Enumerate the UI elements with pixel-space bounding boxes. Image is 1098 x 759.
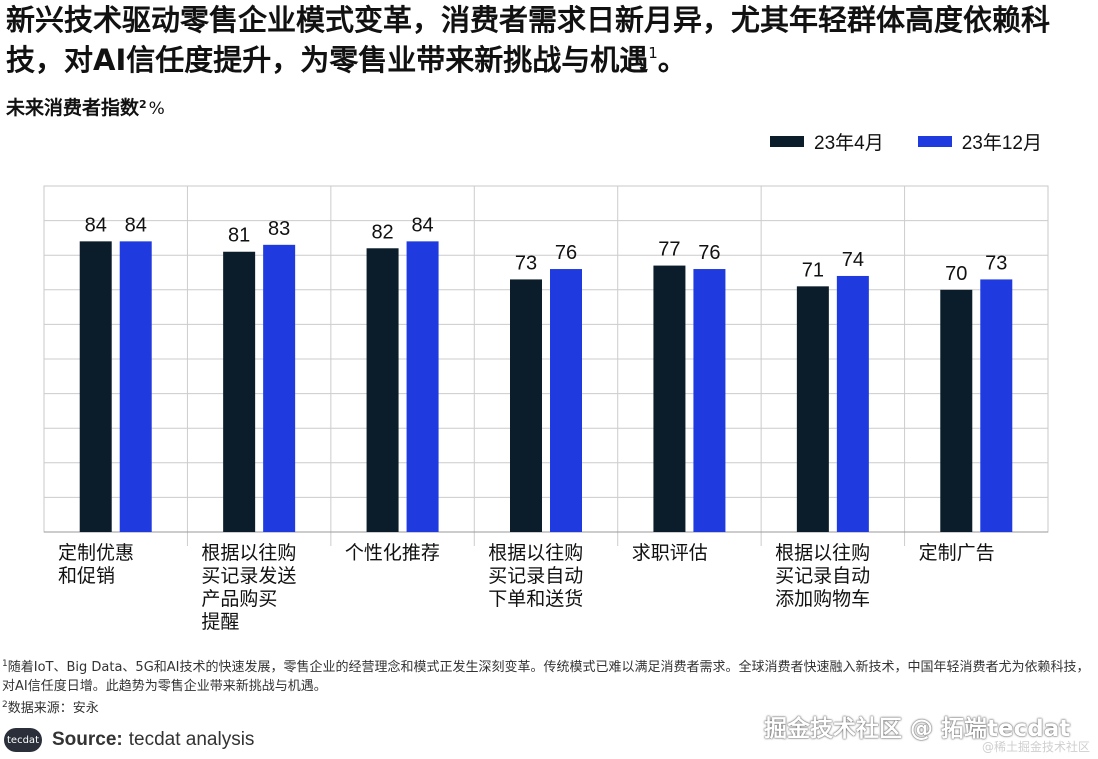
category-label: 提醒 xyxy=(201,611,239,633)
legend-label-dec: 23年12月 xyxy=(961,133,1042,154)
data-label: 84 xyxy=(411,214,433,236)
source-value: tecdat analysis xyxy=(128,729,255,750)
data-label: 81 xyxy=(228,225,250,247)
headline-footnote-ref: 1 xyxy=(648,44,658,62)
source-line: tecdat Source: tecdat analysis xyxy=(4,728,254,752)
watermark: 掘金技术社区 @ 拓端tecdat xyxy=(764,716,1071,742)
bar xyxy=(550,269,582,532)
category-label: 求职评估 xyxy=(632,542,708,564)
data-label: 73 xyxy=(515,252,537,274)
data-label: 70 xyxy=(945,263,967,285)
legend-item-dec: 23年12月 xyxy=(917,128,1042,155)
category-label: 买记录自动 xyxy=(775,565,870,587)
category-label: 和促销 xyxy=(58,565,115,587)
watermark-small: @稀土掘金技术社区 xyxy=(981,740,1090,754)
category-label: 添加购物车 xyxy=(775,588,870,610)
subtitle-unit: % xyxy=(148,99,165,119)
category-label: 个性化推荐 xyxy=(345,542,440,564)
legend-swatch-dec xyxy=(917,136,952,147)
headline-end: 。 xyxy=(657,43,687,77)
data-label: 84 xyxy=(85,214,107,236)
bar xyxy=(693,269,726,532)
bar xyxy=(653,265,686,532)
subtitle-footnote-ref: 2 xyxy=(139,98,147,111)
bar xyxy=(796,286,829,532)
data-label: 74 xyxy=(842,249,864,271)
bar xyxy=(119,241,152,533)
data-label: 84 xyxy=(125,214,147,236)
category-label: 根据以往购 xyxy=(488,542,583,564)
bar xyxy=(366,248,399,532)
legend-swatch-apr xyxy=(770,136,804,147)
category-label: 买记录发送 xyxy=(201,565,296,587)
subtitle-text: 未来消费者指数 xyxy=(6,97,140,119)
chart-subtitle: 未来消费者指数2% xyxy=(6,93,165,120)
category-label: 产品购买 xyxy=(201,588,277,610)
category-label: 根据以往购 xyxy=(201,542,296,564)
category-label: 买记录自动 xyxy=(488,565,583,587)
category-label: 定制广告 xyxy=(919,542,995,564)
category-label: 根据以往购 xyxy=(775,542,870,564)
data-label: 76 xyxy=(555,242,577,264)
bar xyxy=(510,279,542,532)
bar xyxy=(79,241,112,533)
category-label: 定制优惠 xyxy=(58,542,134,564)
data-label: 76 xyxy=(698,242,720,264)
bar xyxy=(263,244,296,532)
footnote-1: 1随着IoT、Big Data、5G和AI技术的快速发展，零售企业的经营理念和模… xyxy=(2,659,1090,694)
bar xyxy=(980,279,1013,532)
data-label: 82 xyxy=(371,221,393,243)
category-label: 下单和送货 xyxy=(488,588,583,610)
data-label: 77 xyxy=(658,239,680,261)
footnote-2: 2数据来源：安永 xyxy=(2,700,99,716)
legend-item-apr: 23年4月 xyxy=(770,128,884,155)
data-label: 83 xyxy=(268,218,290,240)
bar xyxy=(223,251,256,532)
data-label: 73 xyxy=(985,252,1007,274)
footnotes: 1随着IoT、Big Data、5G和AI技术的快速发展，零售企业的经营理念和模… xyxy=(2,655,1092,718)
headline-text: 新兴技术驱动零售企业模式变革，消费者需求日新月异，尤其年轻群体高度依赖科技，对A… xyxy=(6,3,1051,77)
bar xyxy=(836,275,869,532)
chart-legend: 23年4月 23年12月 xyxy=(770,128,1042,155)
tecdat-logo-icon: tecdat xyxy=(4,728,42,752)
data-label: 71 xyxy=(802,259,824,281)
bar xyxy=(406,241,439,533)
source-label: Source: xyxy=(52,729,123,750)
bar xyxy=(940,289,973,532)
legend-label-apr: 23年4月 xyxy=(814,133,884,154)
headline: 新兴技术驱动零售企业模式变革，消费者需求日新月异，尤其年轻群体高度依赖科技，对A… xyxy=(6,4,1094,77)
